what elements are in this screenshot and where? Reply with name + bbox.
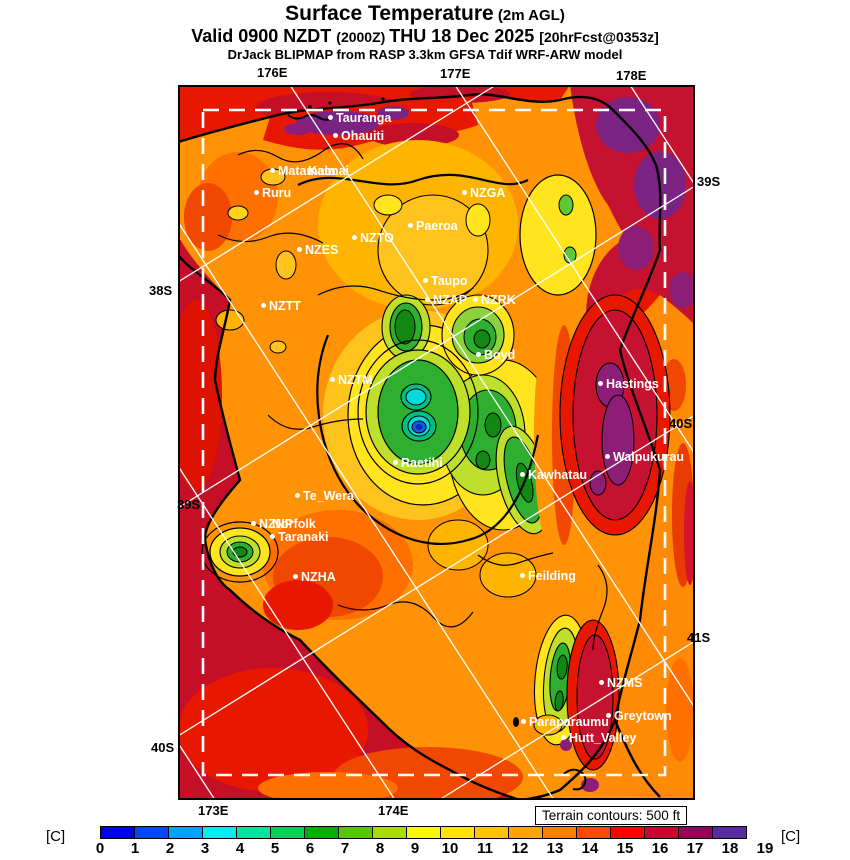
colorbar-tick-label: 13	[546, 840, 564, 857]
colorbar-cell	[712, 826, 747, 839]
model-line: DrJack BLIPMAP from RASP 3.3km GFSA Tdif…	[227, 46, 623, 62]
title-line: Surface Temperature (2m AGL)	[0, 2, 850, 26]
colorbar-cell	[304, 826, 339, 839]
colorbar-unit-left: [C]	[46, 828, 66, 845]
colorbar-cell	[542, 826, 577, 839]
colorbar-cell	[576, 826, 611, 839]
geo-label: 39S	[697, 174, 721, 189]
header: Surface Temperature (2m AGL) Valid 0900 …	[0, 2, 850, 62]
colorbar-cell	[474, 826, 509, 839]
geo-label: 40S	[151, 740, 175, 755]
terrain-contours-note: Terrain contours: 500 ft	[535, 806, 688, 825]
colorbar-tick-label: 0	[95, 840, 105, 857]
colorbar-cell	[168, 826, 203, 839]
geo-label: 174E	[378, 803, 409, 818]
colorbar-tick-label: 18	[721, 840, 739, 857]
colorbar-cell	[202, 826, 237, 839]
temperature-colorbar	[100, 826, 747, 839]
colorbar-tick-label: 10	[441, 840, 459, 857]
colorbar-cell	[100, 826, 135, 839]
map-canvas	[178, 85, 695, 800]
colorbar-cell	[610, 826, 645, 839]
colorbar-tick-label: 2	[165, 840, 175, 857]
geo-label: 38S	[149, 283, 173, 298]
geo-label: 176E	[257, 65, 288, 80]
page-title: Surface Temperature	[285, 2, 494, 25]
colorbar-tick-label: 8	[375, 840, 385, 857]
colorbar-cell	[406, 826, 441, 839]
colorbar-cell	[678, 826, 713, 839]
colorbar-tick-label: 16	[651, 840, 669, 857]
colorbar-cell	[338, 826, 373, 839]
colorbar-tick-label: 7	[340, 840, 350, 857]
colorbar-tick-label: 14	[581, 840, 599, 857]
colorbar-tick-label: 3	[200, 840, 210, 857]
geo-label: 177E	[440, 66, 471, 81]
colorbar-tick-label: 9	[410, 840, 420, 857]
valid-line: Valid 0900 NZDT (2000Z) THU 18 Dec 2025 …	[0, 26, 850, 47]
temperature-map: Tauranga Ohauiti Matamata Kaimai Ruru NZ…	[178, 85, 695, 800]
valid-prefix: Valid 0900 NZDT	[191, 26, 337, 47]
colorbar-tick-label: 19	[756, 840, 774, 857]
colorbar-tick-label: 4	[235, 840, 245, 857]
colorbar-tick-label: 11	[477, 840, 493, 857]
colorbar-tick-label: 6	[305, 840, 315, 857]
model-domain-box	[201, 108, 667, 777]
colorbar-cell	[440, 826, 475, 839]
colorbar-tick-label: 1	[130, 840, 140, 857]
geo-label: 173E	[198, 803, 229, 818]
colorbar-cell	[508, 826, 543, 839]
colorbar-tick-label: 5	[270, 840, 280, 857]
colorbar-ticks: 0 1 2 3 4 5 6 7 8 9 10 11 12 13 14 15 16 17 18 19	[0, 840, 850, 858]
graticule	[178, 85, 695, 800]
geo-label: 178E	[616, 68, 647, 83]
forecast-run: [20hrFcst@0353z]	[539, 29, 659, 46]
colorbar-cell	[270, 826, 305, 839]
colorbar-cell	[236, 826, 271, 839]
valid-zulu: (2000Z)	[336, 29, 390, 46]
colorbar-cell	[644, 826, 679, 839]
colorbar-tick-label: 15	[616, 840, 634, 857]
valid-date: THU 18 Dec 2025	[389, 26, 540, 47]
colorbar-unit-right: [C]	[781, 828, 801, 845]
title-suffix: (2m AGL)	[493, 7, 565, 24]
colorbar-cell	[134, 826, 169, 839]
colorbar-tick-label: 12	[511, 840, 529, 857]
colorbar-tick-label: 17	[686, 840, 704, 857]
colorbar-cell	[372, 826, 407, 839]
